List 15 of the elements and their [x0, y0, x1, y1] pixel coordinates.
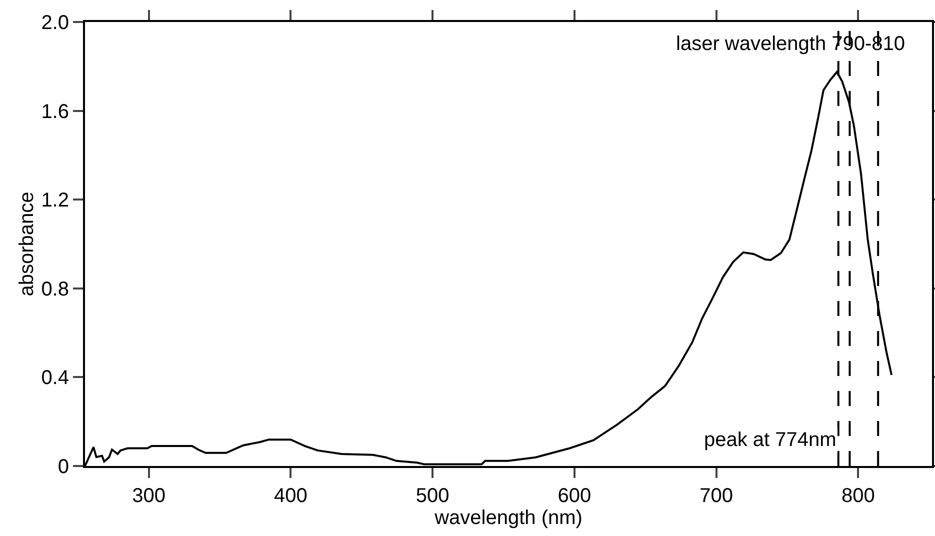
x-tick-label: 700	[700, 485, 734, 507]
y-tick-label: 0.8	[41, 278, 69, 300]
x-tick-label: 600	[558, 485, 592, 507]
y-tick-label: 0.4	[41, 367, 69, 390]
y-tick-label: 1.6	[41, 100, 69, 123]
x-tick-label: 800	[842, 485, 875, 507]
x-axis-title: wavelength (nm)	[434, 507, 582, 529]
y-axis-title: absorbance	[16, 192, 38, 296]
ref-line-label: peak at 774nm	[704, 429, 836, 451]
x-tick-label: 400	[274, 485, 308, 507]
y-tick-label: 2.0	[41, 12, 69, 34]
y-tick-label: 1.2	[41, 190, 69, 212]
y-tick-label: 0	[58, 456, 69, 478]
x-tick-label: 500	[416, 485, 450, 507]
x-tick-label: 300	[132, 485, 166, 507]
